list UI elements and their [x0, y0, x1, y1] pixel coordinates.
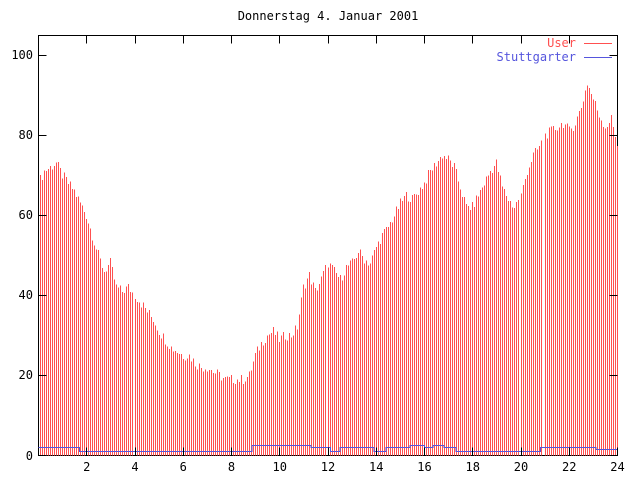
x-tick-label: 20 — [513, 460, 529, 474]
legend: User Stuttgarter — [497, 36, 612, 64]
x-tick-label: 14 — [369, 460, 384, 474]
axis-ticks — [38, 35, 618, 456]
x-tick-label: 10 — [272, 460, 287, 474]
legend-line-sample-stuttgarter — [584, 56, 612, 58]
x-tick-label: 22 — [562, 460, 577, 474]
chart-title: Donnerstag 4. Januar 2001 — [237, 9, 419, 23]
plot-area — [38, 35, 618, 456]
x-tick-label: 8 — [227, 460, 236, 474]
x-tick-label: 12 — [320, 460, 336, 474]
x-tick-label: 2 — [83, 460, 91, 474]
y-tick-label: 40 — [18, 288, 33, 303]
legend-label-user: User — [547, 36, 576, 50]
x-tick-label: 16 — [417, 460, 432, 474]
x-tick-label: 24 — [610, 460, 625, 474]
stuttgarter-line — [38, 444, 618, 452]
legend-item-user: User — [497, 36, 612, 50]
legend-item-stuttgarter: Stuttgarter — [497, 50, 612, 64]
chart-canvas — [38, 35, 618, 456]
user-impulses — [40, 85, 618, 456]
legend-label-stuttgarter: Stuttgarter — [496, 50, 576, 64]
y-tick-label: 60 — [18, 208, 33, 223]
legend-line-sample-user — [584, 42, 612, 44]
y-tick-label: 80 — [18, 128, 33, 143]
x-tick-label: 6 — [179, 460, 187, 474]
x-tick-label: 4 — [131, 460, 139, 474]
x-tick-label: 18 — [465, 460, 480, 474]
y-tick-label: 0 — [25, 448, 33, 463]
y-tick-label: 100 — [11, 48, 33, 62]
y-tick-label: 20 — [18, 368, 33, 383]
